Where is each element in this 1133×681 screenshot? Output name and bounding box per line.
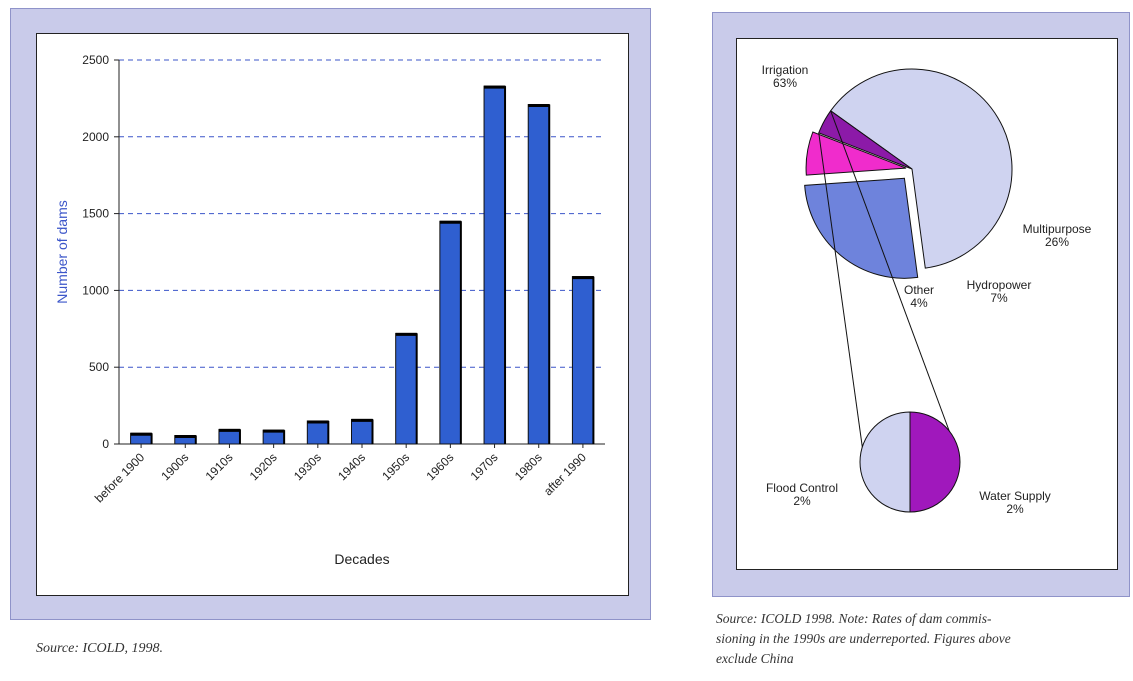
caption-line-3: exclude China [716, 651, 794, 666]
x-tick-label: 1960s [423, 450, 456, 483]
bar [571, 276, 594, 445]
bar [351, 418, 373, 445]
x-axis-title: Decades [334, 551, 389, 567]
slice-label: Flood Control [766, 481, 838, 495]
x-tick-label: 1940s [335, 450, 368, 483]
slice-percent: 63% [773, 76, 797, 90]
bar [527, 104, 550, 445]
slice-percent: 2% [1006, 502, 1024, 516]
pie-chart-source-caption: Source: ICOLD 1998. Note: Rates of dam c… [716, 609, 1011, 669]
x-tick-label: 1950s [379, 450, 412, 483]
slice-label: Irrigation [762, 63, 809, 77]
connector-line [830, 110, 958, 453]
slice-label: Water Supply [979, 489, 1051, 503]
bar-chart-source-caption: Source: ICOLD, 1998. [36, 641, 164, 656]
y-tick-label: 500 [89, 360, 109, 374]
bar [483, 85, 506, 445]
pie-slice [805, 131, 907, 176]
breakdown-slice [909, 411, 961, 513]
slice-percent: 7% [990, 291, 1008, 305]
slice-label: Multipurpose [1023, 222, 1092, 236]
y-tick-label: 0 [102, 437, 109, 451]
slice-percent: 4% [910, 296, 928, 310]
x-tick-label: after 1990 [541, 450, 589, 498]
connector-line [818, 132, 864, 453]
bar-chart-panel: 0 500 1000 1500 2000 2500 before 1900 1900s 1910… [36, 33, 629, 596]
x-tick-label: 1910s [203, 450, 236, 483]
slice-percent: 2% [793, 494, 811, 508]
y-tick-label: 1000 [82, 283, 109, 297]
breakdown-slice [859, 411, 911, 513]
slice-percent: 26% [1045, 235, 1069, 249]
caption-line-2: sioning in the 1990s are underreported. … [716, 631, 1011, 646]
pie-slice [829, 68, 1013, 269]
bar [306, 420, 329, 445]
slice-label: Hydropower [967, 278, 1032, 292]
bar [439, 220, 462, 445]
y-tick-label: 2500 [82, 53, 109, 67]
y-tick-label: 1500 [82, 207, 109, 221]
bar [395, 332, 418, 445]
x-tick-label: 1930s [291, 450, 324, 483]
y-axis-title: Number of dams [54, 200, 70, 303]
x-tick-label: 1920s [247, 450, 280, 483]
pie-slice [804, 177, 919, 279]
pie-chart-panel: Irrigation 63% Multipurpose 26% Hydropower 7%… [736, 38, 1118, 570]
x-tick-label: 1900s [158, 450, 191, 483]
bar-chart: 0 500 1000 1500 2000 2500 before 1900 1900s 1910… [54, 53, 605, 567]
x-tick-label: 1970s [468, 450, 501, 483]
slice-label: Other [904, 283, 934, 297]
caption-line-1: Source: ICOLD 1998. Note: Rates of dam c… [716, 611, 992, 626]
x-tick-label: 1980s [512, 450, 545, 483]
x-tick-label: before 1900 [92, 450, 147, 505]
y-tick-label: 2000 [82, 130, 109, 144]
